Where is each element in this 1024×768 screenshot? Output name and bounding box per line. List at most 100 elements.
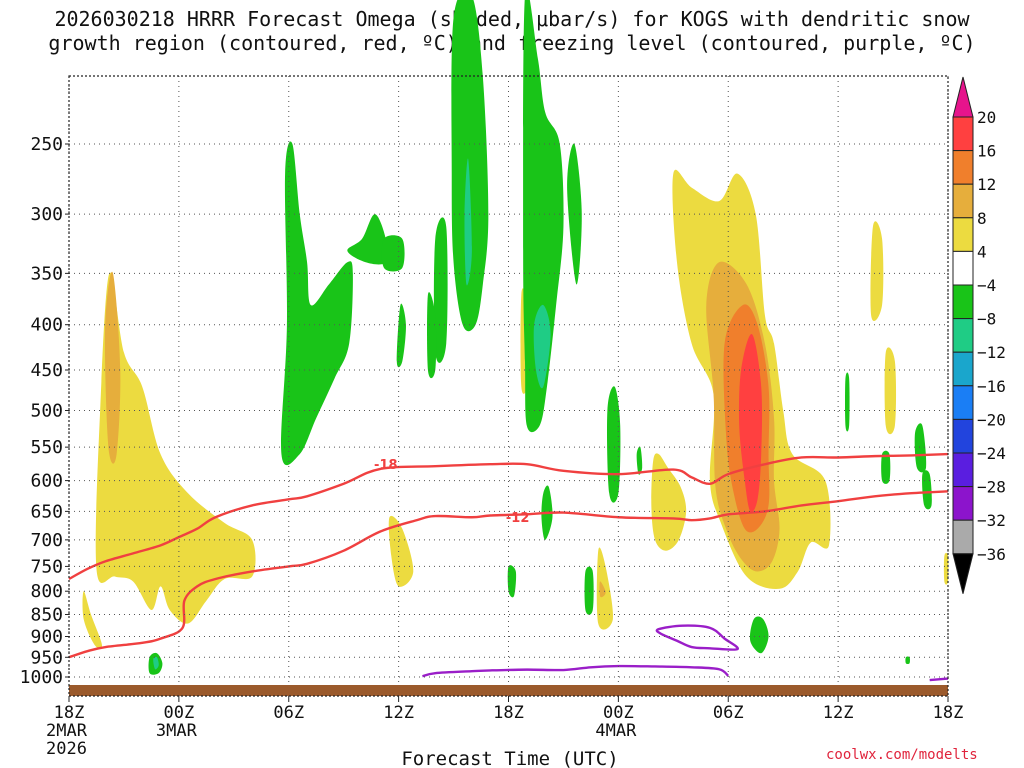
omega-region-38 <box>905 656 911 665</box>
colorbar-swatch-5 <box>952 250 974 286</box>
contour-lines: -18 -12 <box>68 452 949 682</box>
x-tick-sublabel-0-0: 2MAR <box>46 721 88 741</box>
colorbar: 20 16 12 8 4 −4 −8 −12 −16 −20 −24 −28 −32 −36 <box>952 76 1006 594</box>
axes: 250 300 350 400 450 500 550 600 650 700 750 800 850 9… <box>20 75 964 759</box>
omega-region-18 <box>396 303 406 368</box>
omega-region-37 <box>844 372 850 432</box>
colorbar-label-6: −8 <box>977 310 996 329</box>
colorbar-label-13: −36 <box>977 545 1006 564</box>
colorbar-swatch-2 <box>952 150 974 185</box>
colorbar-swatch-8 <box>952 351 974 387</box>
omega-region-36 <box>153 656 159 670</box>
colorbar-swatch-6 <box>952 284 974 320</box>
omega-region-24 <box>533 304 551 389</box>
contour-label-0: -18 <box>374 458 398 473</box>
colorbar-label-9: −20 <box>977 410 1006 429</box>
omega-region-6 <box>738 333 763 513</box>
omega-region-8 <box>870 221 884 322</box>
x-axis-title: Forecast Time (UTC) <box>401 748 618 768</box>
colorbar-swatch-10 <box>952 418 974 454</box>
omega-region-13 <box>599 581 606 598</box>
omega-shading <box>82 0 949 675</box>
colorbar-label-12: −32 <box>977 511 1006 530</box>
x-tick-sublabel-6-0: 3MAR <box>156 721 198 741</box>
colorbar-label-3: 8 <box>977 209 987 228</box>
omega-region-22 <box>427 292 437 379</box>
omega-region-23 <box>523 0 564 433</box>
x-tick-sublabel-30-0: 4MAR <box>595 721 637 741</box>
colorbar-swatch-11 <box>952 452 974 488</box>
contour-label-1: -12 <box>506 511 530 526</box>
omega-region-2 <box>104 271 121 464</box>
x-tick-label-12: 06Z <box>273 703 304 723</box>
contour-line-0 <box>68 452 949 581</box>
title-line-2: growth region (contoured, red, ºC) and f… <box>48 31 976 55</box>
y-tick-label-700: 700 <box>30 530 63 551</box>
y-tick-label-1000: 1000 <box>20 667 63 688</box>
source-footer: coolwx.com/modelts <box>826 747 978 763</box>
omega-region-0 <box>95 272 256 624</box>
x-tick-label-48: 18Z <box>933 703 964 723</box>
omega-region-27 <box>636 446 643 475</box>
colorbar-label-0: 20 <box>977 108 996 127</box>
colorbar-swatch-3 <box>952 183 974 219</box>
omega-region-19 <box>451 0 489 332</box>
y-tick-label-550: 550 <box>30 437 63 458</box>
ground-band <box>69 685 948 696</box>
colorbar-swatch-12 <box>952 486 974 521</box>
x-tick-label-36: 06Z <box>713 703 744 723</box>
omega-region-11 <box>388 515 414 587</box>
y-tick-label-450: 450 <box>30 360 63 381</box>
omega-region-21 <box>433 217 448 363</box>
y-tick-label-850: 850 <box>30 605 63 626</box>
colorbar-swatch-13 <box>952 519 974 555</box>
y-tick-label-800: 800 <box>30 581 63 602</box>
y-tick-label-750: 750 <box>30 556 63 577</box>
colorbar-label-1: 16 <box>977 142 996 161</box>
omega-region-12 <box>596 547 614 630</box>
omega-region-26 <box>607 386 621 503</box>
omega-region-9 <box>884 347 897 435</box>
y-tick-label-250: 250 <box>30 134 63 155</box>
y-tick-label-400: 400 <box>30 315 63 336</box>
x-tick-label-30: 00Z <box>603 703 634 723</box>
contour-line-3 <box>655 624 739 651</box>
y-tick-label-350: 350 <box>30 263 63 284</box>
colorbar-label-8: −16 <box>977 377 1006 396</box>
omega-region-34 <box>914 423 927 473</box>
colorbar-swatch-9 <box>952 385 974 420</box>
colorbar-label-11: −28 <box>977 478 1006 497</box>
omega-region-32 <box>881 450 891 484</box>
x-tick-label-6: 00Z <box>164 703 195 723</box>
x-tick-label-0: 18Z <box>54 703 85 723</box>
omega-region-20 <box>464 158 472 286</box>
x-tick-sublabel-0-1: 2026 <box>46 739 87 759</box>
omega-region-1 <box>82 591 103 649</box>
colorbar-swatch-4 <box>952 217 974 252</box>
omega-region-7 <box>651 453 687 551</box>
plot-frame <box>68 75 949 697</box>
omega-region-16 <box>347 214 388 265</box>
y-tick-label-500: 500 <box>30 401 63 422</box>
colorbar-label-5: −4 <box>977 276 996 295</box>
omega-region-29 <box>507 565 517 598</box>
contour-line-4 <box>929 677 949 682</box>
omega-region-15 <box>281 141 353 466</box>
colorbar-swatch-7 <box>952 318 974 353</box>
colorbar-cap-bottom <box>952 553 974 594</box>
colorbar-label-10: −24 <box>977 444 1006 463</box>
omega-region-14 <box>943 552 949 585</box>
y-tick-label-950: 950 <box>30 647 63 668</box>
omega-region-31 <box>749 616 769 654</box>
ground-rect <box>69 685 948 696</box>
contour-line-2 <box>422 664 730 678</box>
y-tick-label-650: 650 <box>30 501 63 522</box>
y-tick-label-600: 600 <box>30 471 63 492</box>
colorbar-swatch-1 <box>952 116 974 152</box>
omega-region-17 <box>381 235 405 272</box>
y-tick-label-300: 300 <box>30 204 63 225</box>
colorbar-label-2: 12 <box>977 175 996 194</box>
x-tick-label-18: 12Z <box>383 703 414 723</box>
x-tick-label-42: 12Z <box>823 703 854 723</box>
